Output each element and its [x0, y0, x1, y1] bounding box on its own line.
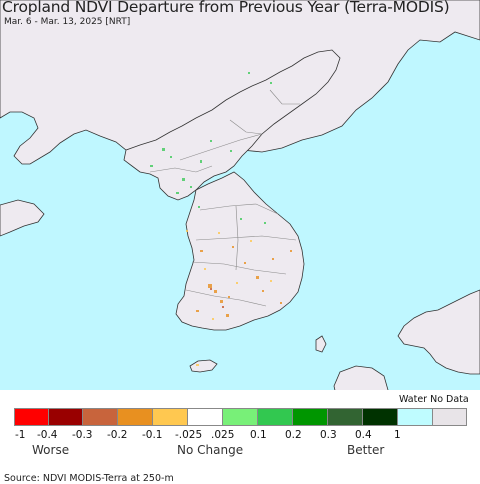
legend-swatch-2 — [48, 408, 83, 426]
legend-tick: -0.3 — [72, 429, 93, 441]
legend-tick: -0.4 — [37, 429, 58, 441]
legend: Water No Data -1 -0.4 -0.3 -0.2 -0.1 -.0… — [0, 390, 480, 484]
tsushima-island — [315, 335, 327, 353]
legend-tick: 0.1 — [250, 429, 267, 441]
legend-swatch-10 — [327, 408, 363, 426]
date-range: Mar. 6 - Mar. 13, 2025 [NRT] — [4, 17, 131, 27]
legend-swatch-9 — [292, 408, 328, 426]
legend-better-label: Better — [347, 443, 385, 457]
ndvi-red-patches — [210, 288, 224, 308]
legend-nochange-label: No Change — [177, 443, 244, 457]
legend-tick: 1 — [394, 429, 401, 441]
legend-tick: -0.2 — [107, 429, 128, 441]
ndvi-orange-patches — [196, 246, 292, 317]
legend-swatch-4 — [117, 408, 153, 426]
north-korea — [123, 49, 341, 201]
map-panel — [0, 0, 480, 395]
legend-swatch-water — [397, 408, 433, 426]
legend-tick: 0.4 — [355, 429, 372, 441]
legend-swatch-11 — [362, 408, 398, 426]
legend-swatch-3 — [82, 408, 118, 426]
legend-tick: -.025 — [175, 429, 203, 441]
legend-swatch-7 — [222, 408, 258, 426]
legend-swatch-nodata — [432, 408, 467, 426]
legend-swatch-8 — [257, 408, 293, 426]
map-title: Cropland NDVI Departure from Previous Ye… — [2, 0, 450, 16]
legend-swatch-5 — [152, 408, 188, 426]
legend-tick: -1 — [15, 429, 26, 441]
ndvi-yellow-patches — [186, 230, 272, 366]
water-nodata-label: Water No Data — [399, 394, 469, 405]
jeju-island — [189, 359, 218, 373]
legend-swatch-6 — [187, 408, 223, 426]
japan — [397, 289, 480, 375]
legend-swatch-1 — [14, 408, 49, 426]
legend-tick: 0.2 — [285, 429, 302, 441]
source-credit: Source: NDVI MODIS-Terra at 250-m — [4, 473, 174, 484]
legend-worse-label: Worse — [32, 443, 70, 457]
legend-tick: 0.3 — [320, 429, 337, 441]
korea-map — [0, 0, 480, 395]
legend-tick: .025 — [211, 429, 235, 441]
province-borders — [149, 89, 300, 307]
shandong-peninsula — [0, 199, 45, 237]
legend-tick: -0.1 — [142, 429, 163, 441]
ndvi-green-patches — [150, 72, 272, 224]
